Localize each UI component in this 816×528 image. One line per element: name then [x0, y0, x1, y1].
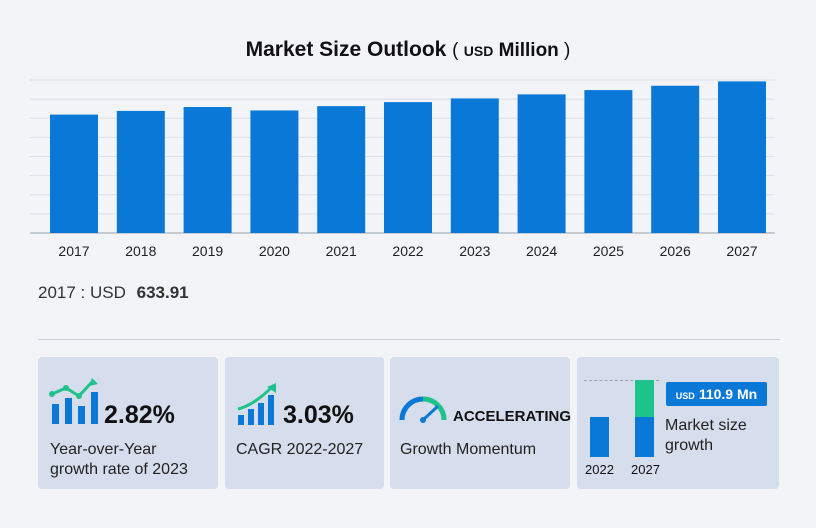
chart-unit-scale: Million — [498, 40, 559, 61]
mini-year-start: 2022 — [585, 462, 614, 477]
x-tick-label-2024: 2024 — [526, 243, 557, 259]
badge-value: 110.9 Mn — [698, 386, 758, 402]
yoy-caption-line2: growth rate of 2023 — [50, 461, 188, 478]
increment-caption: Market size growth — [665, 416, 747, 456]
increment-caption-line1: Market size — [665, 417, 747, 434]
yoy-caption: Year-over-Year growth rate of 2023 — [50, 440, 188, 480]
base-year-value: 2017 : USD 633.91 — [38, 283, 189, 303]
x-tick-label-2018: 2018 — [125, 243, 156, 259]
increment-card — [577, 357, 779, 489]
bar-2018 — [116, 110, 165, 233]
x-tick-label-2022: 2022 — [392, 243, 423, 259]
bar-2027 — [718, 81, 766, 234]
increment-caption-line2: growth — [665, 437, 714, 454]
bar-2026 — [651, 85, 700, 233]
increment-guide-line — [584, 380, 659, 381]
bar-2023 — [450, 98, 499, 234]
x-tick-label-2027: 2027 — [726, 243, 757, 259]
chart-unit-currency: USD — [463, 43, 494, 59]
x-tick-label-2025: 2025 — [593, 243, 624, 259]
x-tick-label-2021: 2021 — [326, 243, 357, 259]
bar-2022 — [384, 102, 432, 233]
x-tick-label-2023: 2023 — [459, 243, 490, 259]
x-tick-label-2017: 2017 — [58, 243, 89, 259]
x-tick-label-2020: 2020 — [259, 243, 290, 259]
base-year-amount: 633.91 — [136, 283, 189, 302]
mini-bar-end-increment — [635, 380, 654, 418]
bar-2019 — [183, 107, 232, 233]
mini-bar-end-base — [635, 417, 654, 457]
bar-chart: 2017 2018 2019 2020 2021 2022 2023 2024 2025 2026… — [30, 79, 775, 259]
divider — [38, 339, 780, 340]
speedometer-icon — [399, 396, 447, 423]
mini-bar-start — [590, 417, 609, 457]
chart-unit: ( USD Million ) — [452, 40, 571, 61]
mini-year-end: 2027 — [631, 462, 660, 477]
bar-2021 — [317, 106, 366, 233]
bar-2020 — [250, 110, 299, 233]
x-tick-label-2026: 2026 — [660, 243, 691, 259]
increment-badge: USD 110.9 Mn — [666, 382, 767, 406]
growth-chart-icon — [49, 378, 98, 424]
bar-2017 — [50, 114, 98, 233]
chart-title: Market Size Outlook ( USD Million ) — [0, 38, 816, 62]
yoy-caption-line1: Year-over-Year — [50, 441, 157, 458]
bar-2025 — [584, 90, 633, 233]
cagr-value: 3.03% — [283, 401, 354, 429]
momentum-card — [390, 357, 570, 489]
base-year-label: 2017 : USD — [38, 283, 126, 302]
momentum-value: ACCELERATING — [453, 408, 572, 425]
bar-2024 — [517, 94, 566, 233]
x-tick-label-2019: 2019 — [192, 243, 223, 259]
momentum-caption: Growth Momentum — [400, 441, 537, 458]
trend-arrow-icon — [237, 383, 276, 425]
badge-currency: USD — [675, 391, 695, 401]
cagr-caption: CAGR 2022-2027 — [236, 441, 364, 458]
yoy-value: 2.82% — [104, 401, 175, 429]
chart-title-text: Market Size Outlook — [245, 38, 447, 61]
